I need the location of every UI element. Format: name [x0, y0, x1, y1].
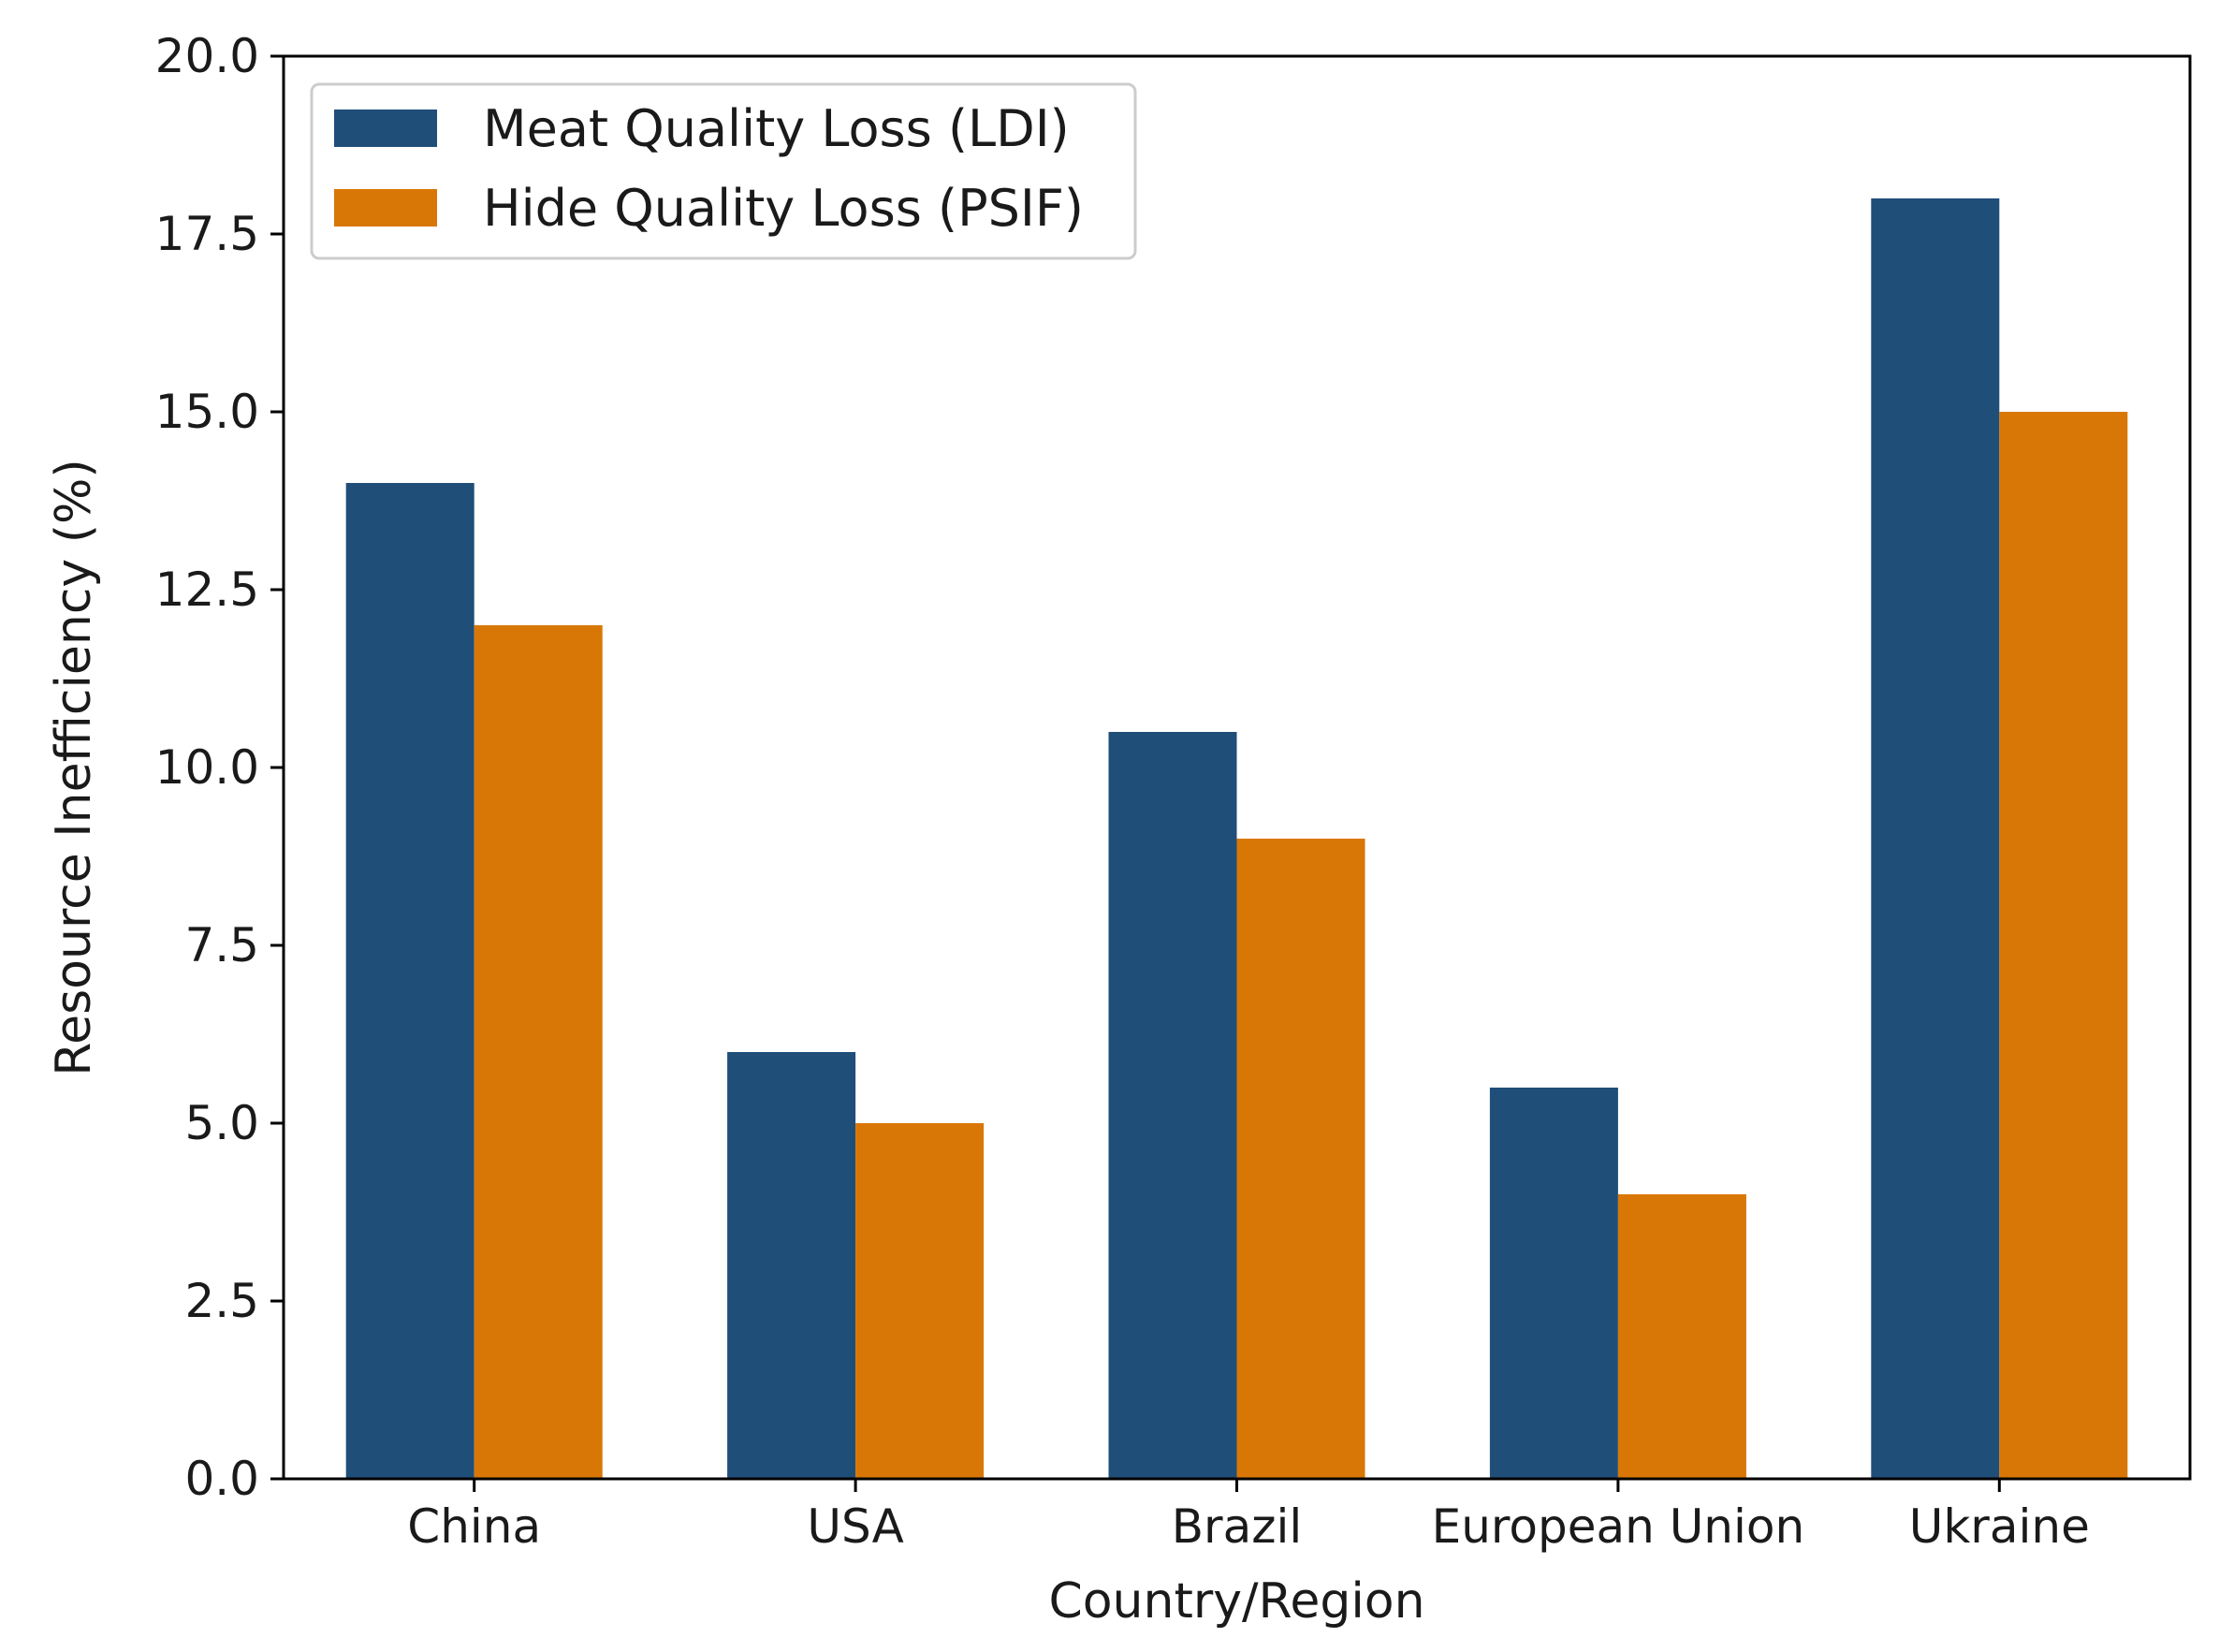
y-tick-label: 5.0 — [184, 1096, 259, 1150]
legend: Meat Quality Loss (LDI) Hide Quality Los… — [310, 82, 1137, 260]
x-axis-label: Country/Region — [1048, 1573, 1424, 1630]
y-tick-label: 15.0 — [155, 385, 259, 439]
y-axis-label: Resource Inefficiency (%) — [46, 459, 102, 1075]
x-tick-label-european-union: European Union — [1432, 1499, 1805, 1554]
x-tick-label-usa: USA — [807, 1499, 903, 1554]
plot-frame — [282, 54, 2192, 1481]
bar-hide-quality-loss-psif-china — [474, 625, 603, 1479]
bar-hide-quality-loss-psif-usa — [855, 1123, 985, 1479]
x-tick-label-brazil: Brazil — [1172, 1499, 1303, 1554]
y-tick-label: 10.0 — [155, 740, 259, 795]
bar-meat-quality-loss-ldi-usa — [727, 1052, 856, 1479]
y-tick-label: 7.5 — [184, 918, 259, 972]
x-tick-label-ukraine: Ukraine — [1909, 1499, 2090, 1554]
bar-hide-quality-loss-psif-brazil — [1236, 839, 1365, 1479]
bar-meat-quality-loss-ldi-china — [345, 483, 474, 1479]
y-axis: 0.0 2.5 5.0 7.5 10.0 12.5 15.0 17.5 20.0 — [155, 29, 284, 1506]
legend-swatch-hide-quality-loss — [334, 189, 437, 227]
bar-meat-quality-loss-ldi-ukraine — [1871, 198, 2000, 1479]
legend-swatch-meat-quality-loss — [334, 110, 437, 147]
bar-meat-quality-loss-ldi-brazil — [1108, 732, 1237, 1479]
legend-label-hide-quality-loss: Hide Quality Loss (PSIF) — [483, 179, 1084, 238]
y-tick-label: 0.0 — [184, 1452, 259, 1506]
bar-meat-quality-loss-ldi-european-union — [1489, 1088, 1618, 1479]
bar-hide-quality-loss-psif-ukraine — [1999, 412, 2128, 1479]
y-tick-label: 12.5 — [155, 563, 259, 617]
x-axis: China USA Brazil European Union Ukraine — [407, 1479, 2090, 1554]
legend-label-meat-quality-loss: Meat Quality Loss (LDI) — [483, 99, 1070, 158]
legend-box — [310, 82, 1137, 260]
bar-hide-quality-loss-psif-european-union — [1617, 1194, 1746, 1479]
y-tick-label: 17.5 — [155, 207, 259, 261]
bars-group — [345, 198, 2128, 1479]
y-tick-label: 20.0 — [155, 29, 259, 83]
y-tick-label: 2.5 — [184, 1274, 259, 1328]
x-tick-label-china: China — [407, 1499, 541, 1554]
